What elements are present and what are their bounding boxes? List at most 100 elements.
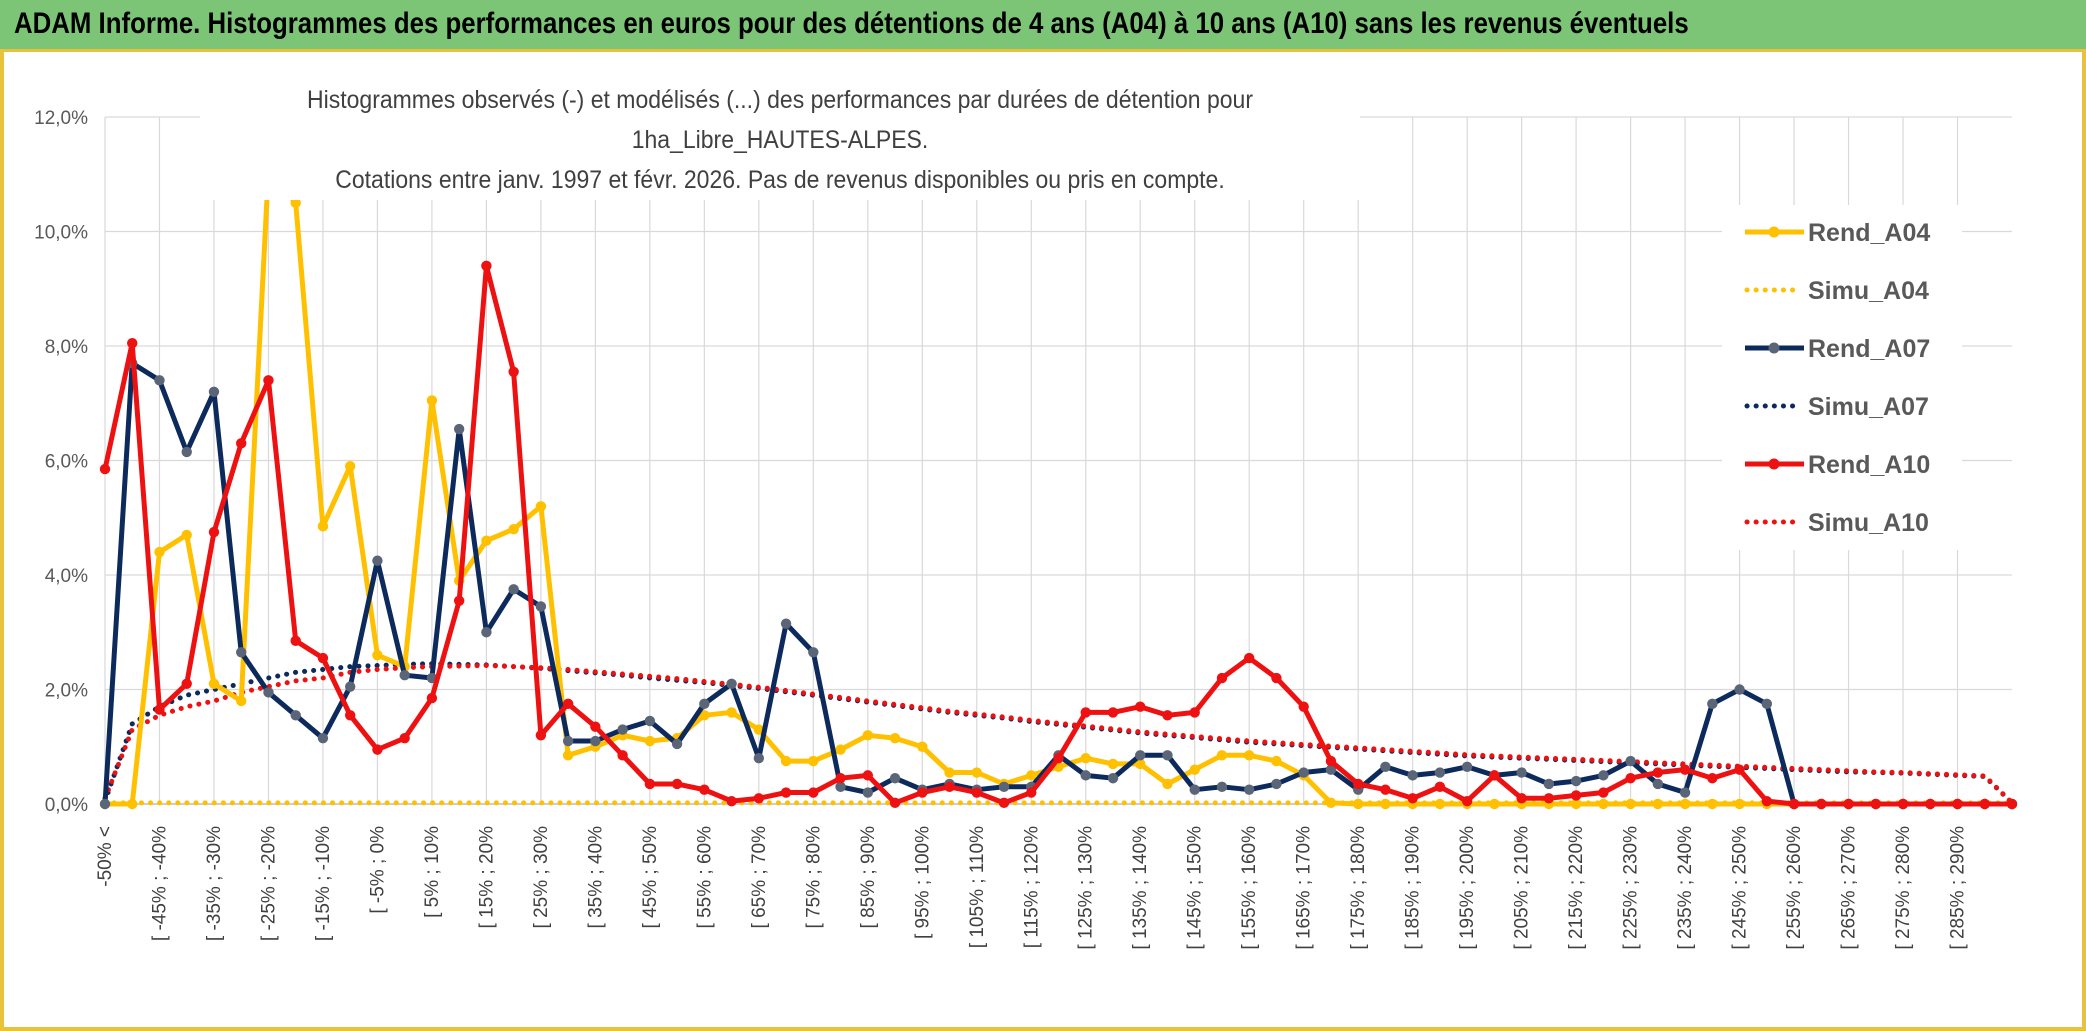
page-title: ADAM Informe. Histogrammes des performan… xyxy=(14,7,1689,40)
data-point xyxy=(1598,787,1609,798)
data-point xyxy=(1707,698,1718,710)
series-Rend_A10 xyxy=(99,260,2018,810)
data-point xyxy=(1652,767,1664,778)
series-Simu_A10 xyxy=(102,662,2015,806)
data-point xyxy=(1352,778,1364,790)
data-point xyxy=(1679,798,1691,810)
data-point xyxy=(399,669,410,681)
data-point xyxy=(862,730,873,741)
y-tick-label: 8,0% xyxy=(45,337,88,358)
data-point xyxy=(1679,764,1691,775)
data-point xyxy=(1598,798,1609,810)
data-point xyxy=(1625,755,1636,767)
data-point xyxy=(344,710,356,721)
data-point xyxy=(753,724,765,735)
data-point xyxy=(1080,707,1091,718)
series-line xyxy=(102,662,2015,806)
x-tick-label: [ 175% ; 180% xyxy=(1348,826,1369,950)
y-tick-label: 10,0% xyxy=(34,223,88,244)
x-tick-label: [ 145% ; 150% xyxy=(1185,826,1206,950)
data-point xyxy=(426,395,438,406)
data-point xyxy=(808,647,819,658)
data-point xyxy=(535,730,547,741)
y-tick-label: 0,0% xyxy=(45,795,88,816)
data-point xyxy=(1598,770,1609,781)
y-tick-label: 4,0% xyxy=(45,566,88,587)
data-point xyxy=(290,197,301,209)
data-point xyxy=(372,555,383,566)
y-tick-label: 6,0% xyxy=(45,452,88,473)
data-point xyxy=(726,678,737,689)
data-point xyxy=(1543,793,1555,804)
data-point xyxy=(562,735,574,747)
data-point xyxy=(889,797,901,809)
data-point xyxy=(1216,750,1228,761)
data-point xyxy=(1652,778,1664,790)
data-point xyxy=(1761,698,1773,710)
x-tick-label: [ -5% ; 0% xyxy=(367,826,388,914)
data-point xyxy=(127,798,138,810)
data-point xyxy=(263,375,274,386)
legend-label: Simu_A04 xyxy=(1808,277,1929,305)
data-point xyxy=(808,755,819,767)
data-point xyxy=(1162,750,1173,761)
x-tick-label: [ 45% ; 50% xyxy=(640,826,661,929)
data-point xyxy=(753,793,765,804)
data-point xyxy=(1244,784,1255,795)
data-point xyxy=(1216,672,1228,684)
data-point xyxy=(453,595,465,606)
x-tick-label: [ 75% ; 80% xyxy=(803,826,824,929)
data-point xyxy=(1325,797,1337,809)
data-point xyxy=(917,787,928,798)
data-point xyxy=(263,687,274,698)
data-point xyxy=(671,778,683,790)
x-tick-label: [ 115% ; 120% xyxy=(1021,826,1042,948)
data-point xyxy=(1516,793,1527,804)
data-point xyxy=(1380,784,1391,795)
data-point xyxy=(317,521,329,532)
data-point xyxy=(99,463,111,475)
data-point xyxy=(1434,781,1446,793)
legend: Rend_A04 Simu_A04 Rend_A07 Simu_A07 Rend_A10… xyxy=(1722,205,1962,550)
data-point xyxy=(1434,767,1446,778)
data-point xyxy=(1271,755,1282,767)
data-point xyxy=(426,692,438,704)
data-point xyxy=(181,678,192,689)
x-tick-label: [ 265% ; 270% xyxy=(1839,826,1860,950)
data-point xyxy=(590,721,601,732)
data-point xyxy=(1625,798,1636,810)
legend-box xyxy=(1722,205,1962,550)
x-tick-label: -50% < xyxy=(95,826,116,887)
data-point xyxy=(562,750,574,761)
x-tick-label: [ 275% ; 280% xyxy=(1893,826,1914,950)
data-point xyxy=(1189,707,1200,718)
data-point xyxy=(1107,758,1119,770)
legend-marker xyxy=(1768,458,1780,470)
data-point xyxy=(372,744,383,755)
data-point xyxy=(944,781,955,793)
data-point xyxy=(944,767,955,778)
data-point xyxy=(1625,773,1636,784)
data-point xyxy=(535,601,547,612)
data-point xyxy=(236,695,247,707)
data-point xyxy=(481,260,492,272)
data-point xyxy=(535,501,547,512)
x-tick-label: [ 125% ; 130% xyxy=(1076,826,1097,950)
data-point xyxy=(1026,770,1037,781)
data-point xyxy=(835,773,846,784)
data-point xyxy=(617,750,628,761)
data-point xyxy=(344,461,356,472)
data-point xyxy=(481,627,492,638)
x-tick-label: [ 235% ; 240% xyxy=(1675,826,1696,950)
data-point xyxy=(1080,753,1091,764)
data-point xyxy=(1107,773,1119,784)
data-point xyxy=(1352,798,1364,810)
data-point xyxy=(181,529,192,541)
x-tick-label: [ 105% ; 110% xyxy=(967,826,988,948)
data-point xyxy=(1298,767,1309,778)
data-point xyxy=(1026,787,1037,798)
data-point xyxy=(808,787,819,798)
data-point xyxy=(1707,798,1718,810)
series-line xyxy=(102,661,2015,806)
data-point xyxy=(1135,701,1146,712)
